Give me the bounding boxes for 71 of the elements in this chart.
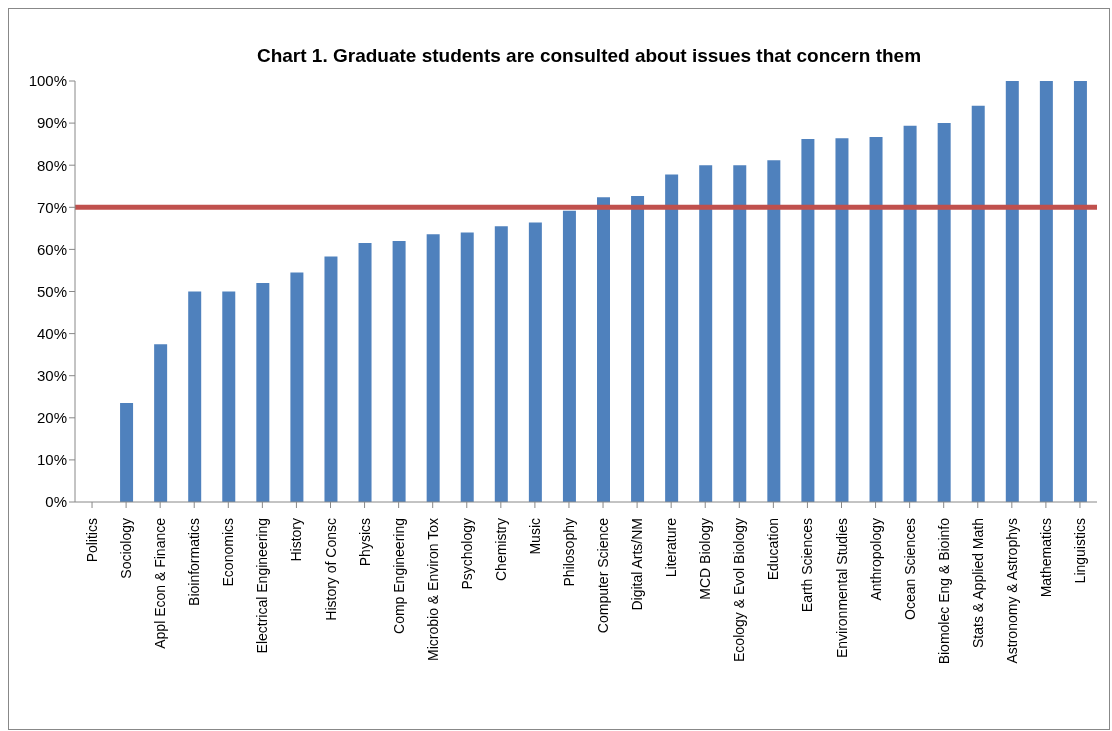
bar: [1039, 81, 1053, 502]
y-tick-label: 80%: [36, 156, 67, 174]
x-tick-label: Ocean Sciences: [901, 518, 918, 620]
x-tick-label: Chemistry: [492, 518, 509, 582]
bar: [188, 291, 202, 502]
chart-title: Chart 1. Graduate students are consulted about issues that concern them: [255, 45, 923, 67]
y-tick-label: 90%: [36, 114, 67, 132]
x-tick-label: Computer Science: [595, 517, 612, 634]
bar: [120, 403, 134, 502]
x-tick-label: Education: [765, 518, 782, 581]
bar: [937, 123, 951, 502]
bar: [767, 160, 781, 502]
x-tick-label: Economics: [220, 518, 237, 587]
x-tick-label: History: [288, 518, 305, 562]
bar: [801, 139, 815, 502]
bar: [222, 291, 236, 502]
x-tick-label: Mathematics: [1037, 518, 1054, 598]
x-tick-label: Astronomy & Astrophys: [1003, 518, 1020, 664]
bar: [665, 174, 679, 502]
bar: [324, 256, 338, 502]
bar: [392, 240, 406, 502]
bar: [494, 226, 508, 502]
x-tick-label: Bioinformatics: [186, 518, 203, 606]
bar: [460, 232, 474, 502]
bar: [971, 105, 985, 502]
x-tick-label: Appl Econ & Finance: [152, 517, 169, 649]
y-tick-label: 60%: [36, 240, 67, 258]
x-tick-label: Digital Arts/NM: [629, 518, 646, 611]
bar: [562, 210, 576, 502]
x-tick-label: Politics: [84, 518, 101, 563]
x-tick-label: Literature: [663, 517, 680, 578]
x-tick-label: Comp Engineering: [390, 518, 407, 634]
x-tick-label: Linguistics: [1071, 518, 1088, 584]
bar: [835, 138, 849, 502]
bar: [903, 125, 917, 502]
bar: [869, 136, 883, 502]
x-tick-label: Electrical Engineering: [254, 518, 271, 654]
x-tick-label: Earth Sciences: [799, 518, 816, 613]
x-tick-label: Philosophy: [560, 518, 577, 587]
x-tick-label: Environmental Studies: [833, 518, 850, 659]
bar: [358, 243, 372, 502]
bar: [597, 197, 610, 502]
y-tick-label: 10%: [36, 451, 67, 469]
bar: [1005, 81, 1019, 502]
x-tick-label: Psychology: [458, 518, 475, 590]
y-tick-label: 0%: [45, 493, 67, 511]
y-tick-label: 70%: [36, 198, 67, 216]
x-tick-label: Music: [526, 518, 543, 555]
x-tick-label: Anthropology: [867, 518, 884, 601]
bar: [426, 234, 440, 502]
bar: [733, 165, 747, 502]
bar: [1073, 81, 1087, 502]
y-tick-label: 20%: [36, 409, 67, 427]
y-tick-label: 50%: [36, 282, 67, 300]
bar: [699, 165, 713, 502]
x-tick-label: Ecology & Evol Biology: [731, 518, 748, 662]
x-tick-label: Sociology: [118, 518, 135, 579]
x-tick-label: Microbio & Environ Tox: [424, 518, 441, 661]
y-tick-label: 30%: [36, 367, 67, 385]
bar: [256, 283, 270, 502]
bar: [528, 222, 542, 502]
x-tick-label: Physics: [356, 518, 373, 567]
x-tick-label: Stats & Applied Math: [969, 518, 986, 648]
y-tick-label: 100%: [28, 72, 67, 90]
x-tick-label: History of Consc: [322, 518, 339, 621]
bar: [154, 344, 168, 502]
y-tick-label: 40%: [36, 324, 67, 342]
x-tick-label: Biomolec Eng & Bioinfo: [935, 517, 952, 665]
bar: [631, 195, 645, 502]
x-tick-label: MCD Biology: [697, 518, 714, 600]
bar: [290, 272, 304, 502]
